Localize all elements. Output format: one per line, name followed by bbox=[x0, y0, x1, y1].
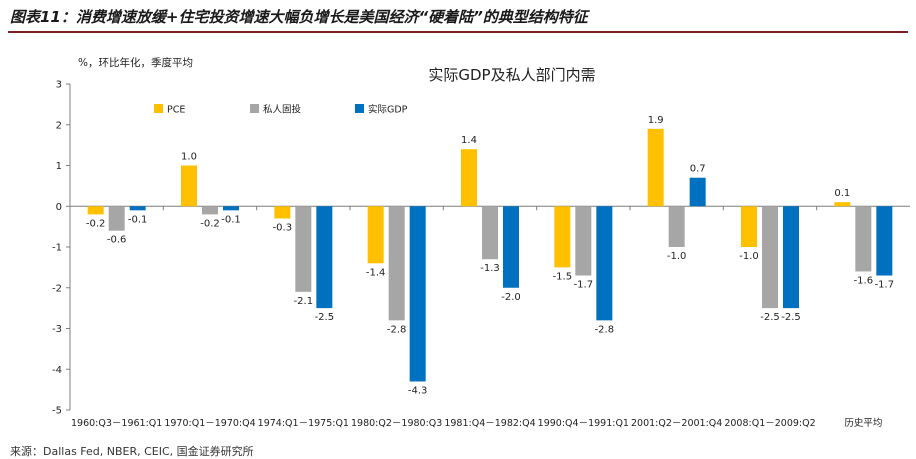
data-label: -1.0 bbox=[739, 251, 759, 262]
data-label: 1.0 bbox=[181, 152, 197, 163]
source-note: 来源：Dallas Fed, NBER, CEIC, 国金证券研究所 bbox=[10, 445, 254, 458]
data-label: 1.4 bbox=[461, 135, 477, 146]
bar-gdp bbox=[316, 206, 333, 309]
category-label: 1980:Q2－1980:Q3 bbox=[351, 418, 442, 429]
data-label: -2.5 bbox=[760, 312, 780, 323]
data-label: -2.0 bbox=[501, 292, 521, 303]
chart-title: 实际GDP及私人部门内需 bbox=[428, 66, 595, 84]
data-label: -2.5 bbox=[315, 312, 335, 323]
bar-gdp bbox=[409, 206, 426, 382]
y-tick-label: 1 bbox=[56, 161, 62, 172]
category-label: 1970:Q1－1970:Q4 bbox=[164, 418, 255, 429]
data-label: -1.3 bbox=[480, 263, 500, 274]
data-label: -2.1 bbox=[294, 296, 314, 307]
legend-label: 实际GDP bbox=[368, 104, 408, 116]
y-axis-label: %，环比年化，季度平均 bbox=[78, 56, 193, 69]
y-tick-label: -1 bbox=[52, 243, 62, 254]
y-tick-label: 3 bbox=[56, 80, 62, 91]
y-tick-label: -2 bbox=[52, 283, 62, 294]
bars bbox=[87, 128, 893, 382]
bar-residential bbox=[762, 206, 778, 309]
bar-gdp bbox=[223, 206, 239, 211]
bar-pce bbox=[647, 128, 664, 207]
bar-pce bbox=[461, 149, 477, 207]
category-label: 1990:Q4－1991:Q1 bbox=[538, 418, 629, 429]
data-label: -0.2 bbox=[86, 218, 106, 229]
bar-pce bbox=[367, 206, 384, 264]
figure-title: 图表11：消费增速放缓+住宅投资增速大幅负增长是美国经济“硬着陆”的典型结构特征 bbox=[10, 8, 588, 26]
y-tick-label: -4 bbox=[52, 365, 62, 376]
data-label: -1.5 bbox=[553, 271, 573, 282]
data-label: -2.5 bbox=[781, 312, 801, 323]
data-label: -2.8 bbox=[595, 324, 615, 335]
category-label: 1960:Q3－1961:Q1 bbox=[71, 418, 162, 429]
legend: PCE 私人固投 实际GDP bbox=[154, 104, 408, 116]
data-label: -1.4 bbox=[366, 267, 386, 278]
bar-residential bbox=[482, 206, 498, 260]
data-label: -1.7 bbox=[875, 280, 895, 291]
data-label: 1.9 bbox=[648, 115, 664, 126]
bar-pce bbox=[274, 206, 291, 219]
data-label: 0.7 bbox=[690, 164, 706, 175]
category-label: 2001:Q2－2001:Q4 bbox=[631, 418, 722, 429]
data-label: -0.2 bbox=[200, 218, 220, 229]
data-label: -4.3 bbox=[408, 385, 428, 396]
data-label: 0.1 bbox=[834, 188, 850, 199]
bar-residential bbox=[668, 206, 685, 247]
category-label: 1974:Q1－1975:Q1 bbox=[258, 418, 349, 429]
y-tick-label: -3 bbox=[52, 324, 62, 335]
y-tick-label: 0 bbox=[56, 202, 62, 213]
bar-residential bbox=[855, 206, 872, 272]
title-divider bbox=[8, 31, 908, 33]
data-label: -0.1 bbox=[221, 214, 241, 225]
category-label: 历史平均 bbox=[844, 417, 882, 429]
bar-gdp bbox=[783, 206, 799, 309]
bar-gdp bbox=[503, 206, 519, 288]
data-label: -0.3 bbox=[273, 222, 293, 233]
bar-residential bbox=[108, 206, 125, 231]
bar-gdp bbox=[129, 206, 146, 211]
bar-pce bbox=[834, 202, 851, 207]
data-label: -0.1 bbox=[128, 214, 148, 225]
y-tick-label: -5 bbox=[52, 406, 62, 417]
legend-label: PCE bbox=[167, 105, 185, 116]
y-tick-label: 2 bbox=[56, 120, 62, 131]
legend-swatch-gdp bbox=[355, 104, 364, 113]
bar-pce bbox=[181, 165, 197, 207]
data-label: -1.0 bbox=[667, 251, 687, 262]
bar-gdp bbox=[689, 177, 706, 207]
legend-label: 私人固投 bbox=[263, 104, 302, 116]
legend-swatch-residential bbox=[250, 104, 259, 113]
data-label: -2.8 bbox=[387, 324, 407, 335]
bar-pce bbox=[741, 206, 757, 247]
bar-gdp bbox=[596, 206, 613, 321]
bar-gdp bbox=[876, 206, 893, 276]
data-labels: -0.2-0.6-0.11.0-0.2 -0.1-0.3-2.1-2.5-1.4-… bbox=[86, 115, 894, 397]
data-label: -0.6 bbox=[107, 235, 127, 246]
bar-residential bbox=[388, 206, 405, 321]
category-label: 1981:Q4－1982:Q4 bbox=[444, 418, 535, 429]
category-label: 2008:Q1－2009:Q2 bbox=[724, 418, 815, 429]
legend-swatch-pce bbox=[154, 104, 163, 113]
bar-pce bbox=[554, 206, 571, 268]
data-label: -1.6 bbox=[854, 275, 874, 286]
data-label: -1.7 bbox=[574, 280, 594, 291]
bar-pce bbox=[87, 206, 104, 215]
bar-residential bbox=[202, 206, 218, 215]
bar-residential bbox=[575, 206, 592, 276]
y-axis: 3 2 1 0 -1 -2 -3 -4 -5 bbox=[52, 80, 910, 417]
bar-residential bbox=[295, 206, 312, 292]
x-axis: 1960:Q3－1961:Q1 1970:Q1－1970:Q4 1974:Q1－19… bbox=[71, 206, 882, 429]
